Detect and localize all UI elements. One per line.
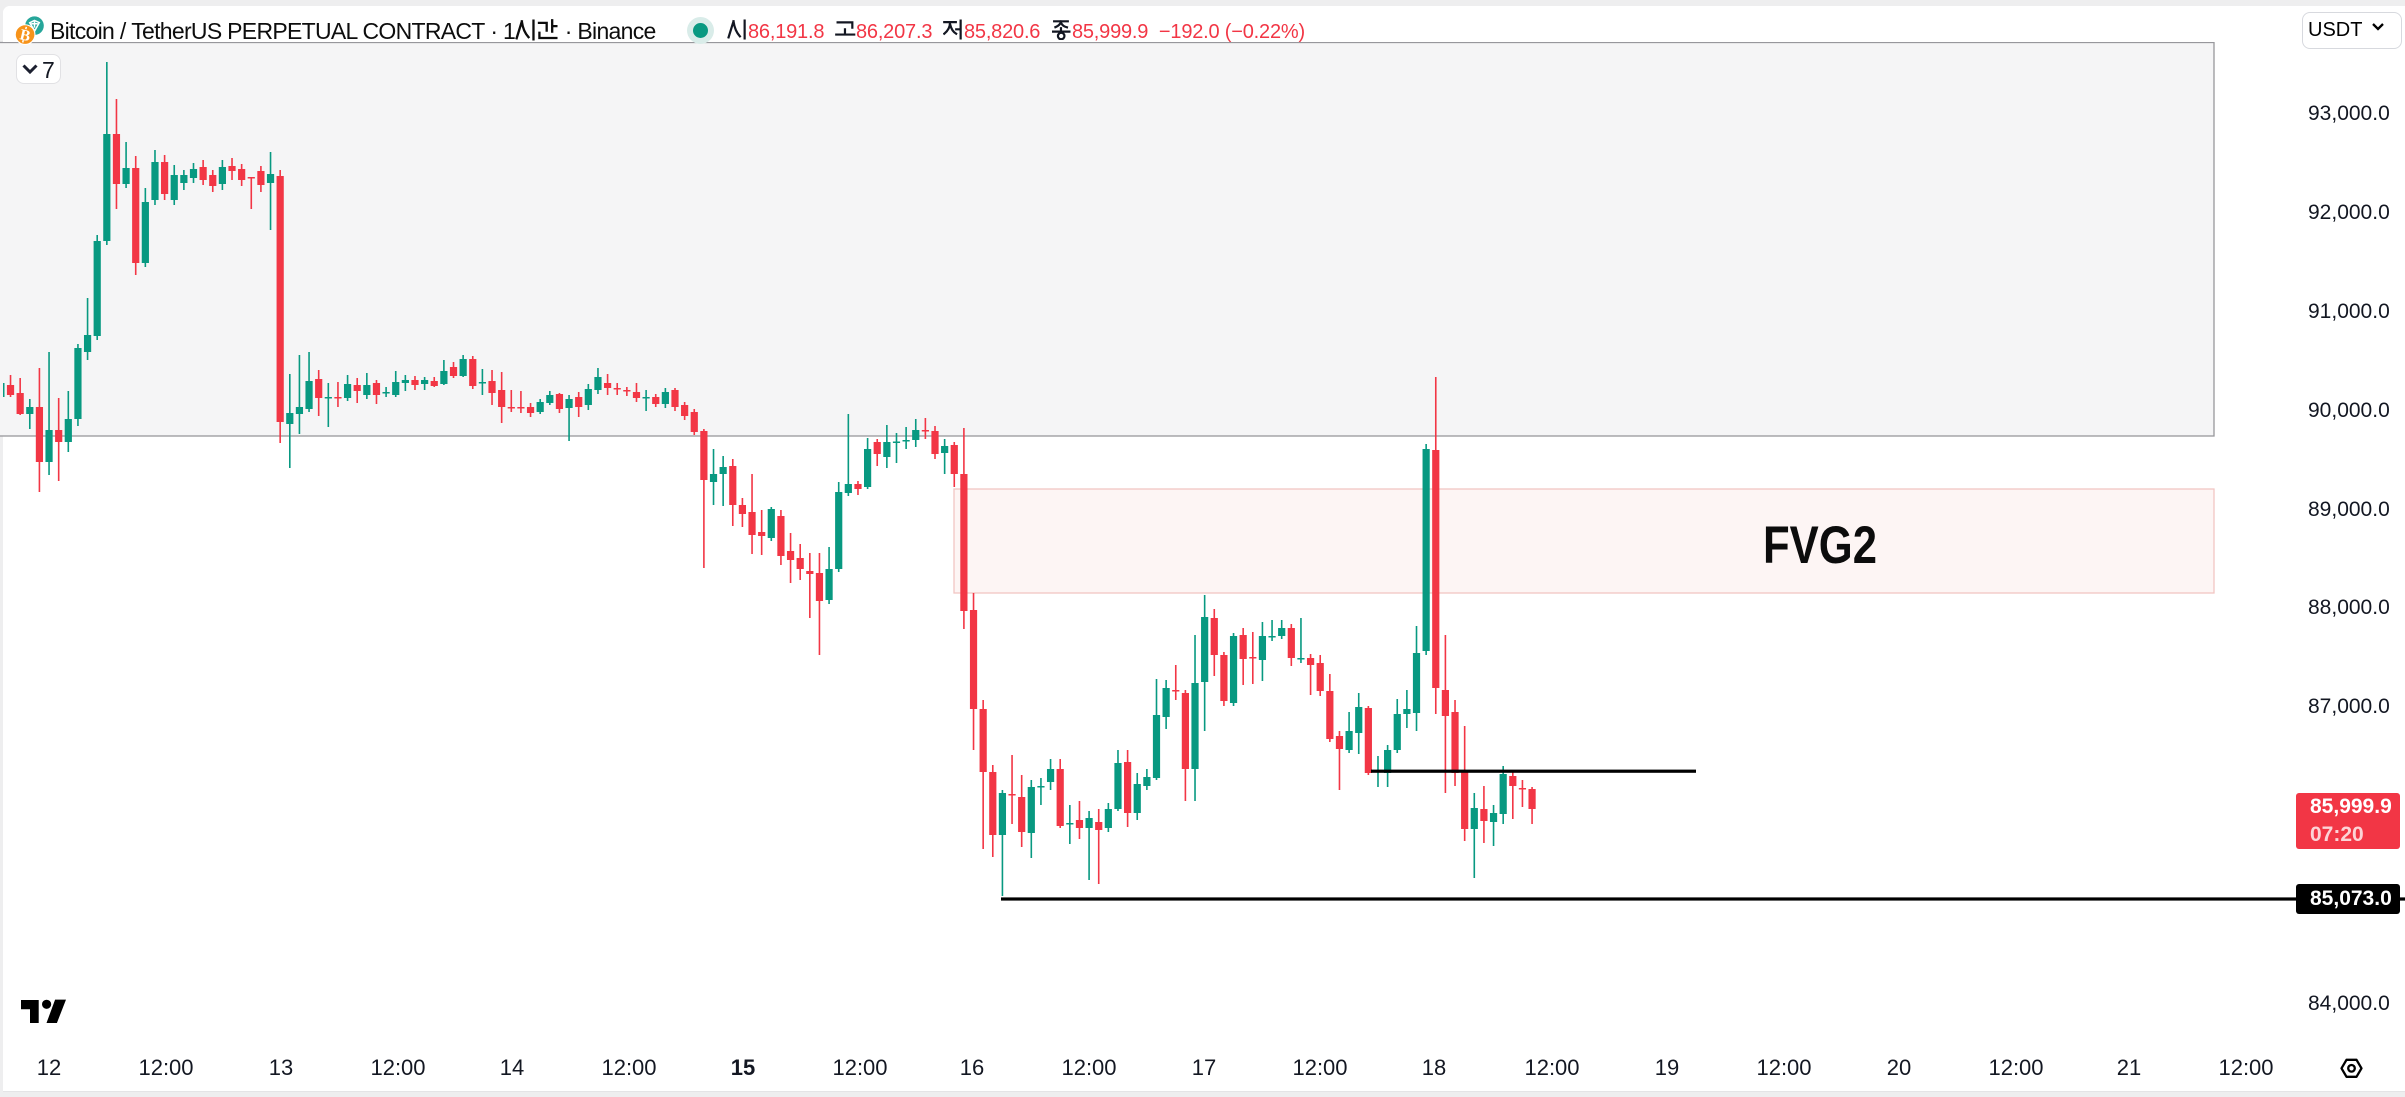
svg-text:B: B	[18, 26, 32, 45]
svg-text:FVG2: FVG2	[1763, 516, 1877, 575]
